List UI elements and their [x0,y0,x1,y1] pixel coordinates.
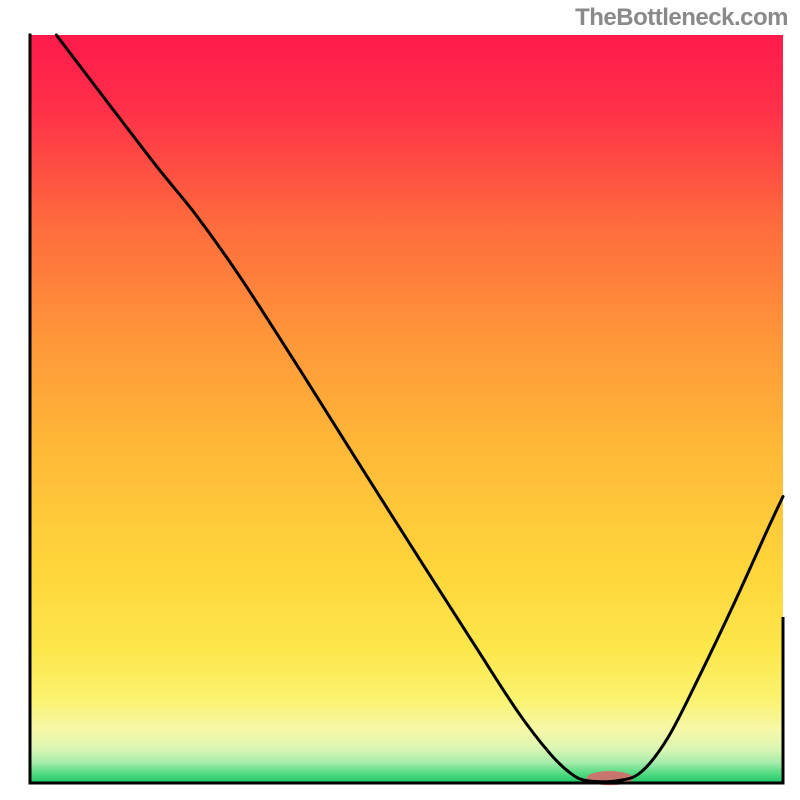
bottleneck-chart [0,0,800,800]
watermark-text: TheBottleneck.com [575,4,788,32]
